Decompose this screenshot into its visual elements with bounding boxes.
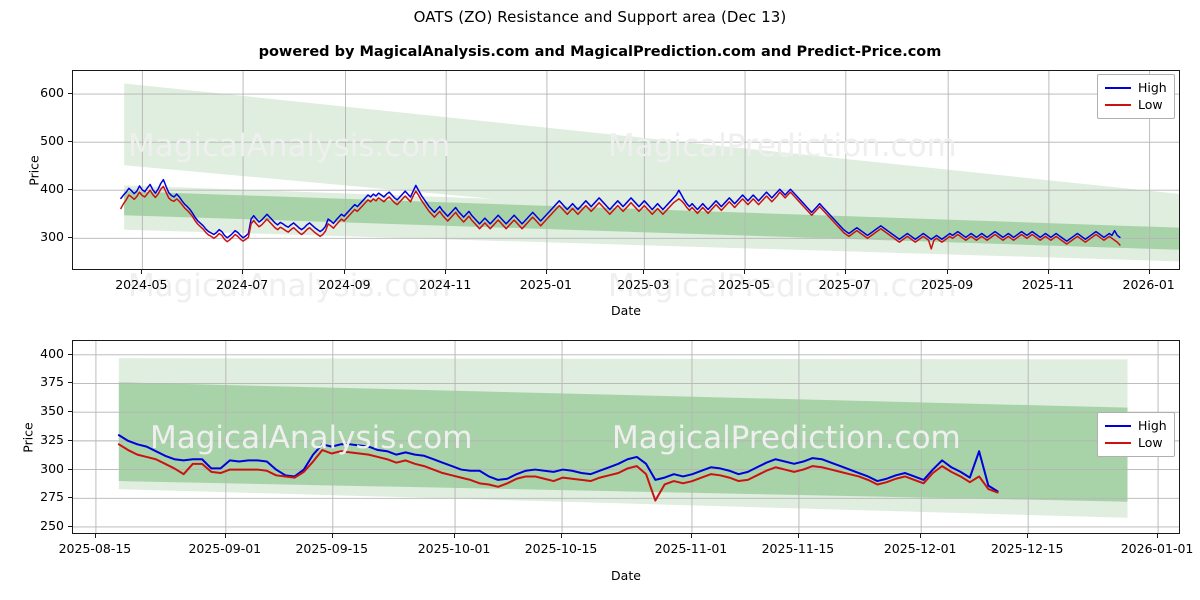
- x-tick-label: 2025-07: [818, 277, 871, 292]
- y-tick-label: 300: [40, 229, 64, 245]
- x-tick-mark: [331, 534, 333, 538]
- x-tick-label: 2025-08-15: [58, 541, 132, 556]
- x-tick-label: 2025-10-15: [524, 541, 598, 556]
- bottom-chart-svg: [73, 341, 1179, 533]
- x-tick-mark: [797, 534, 799, 538]
- gridlines: [73, 341, 1179, 533]
- gridlines: [73, 71, 1179, 269]
- support-band-inner: [124, 191, 1179, 250]
- y-tick-label: 300: [40, 460, 64, 476]
- x-tick-label: 2026-01-01: [1120, 541, 1194, 556]
- y-tick-mark: [68, 93, 72, 95]
- legend-label: High: [1138, 417, 1167, 433]
- x-tick-mark: [844, 270, 846, 274]
- x-tick-mark: [947, 270, 949, 274]
- x-tick-label: 2025-12-15: [990, 541, 1064, 556]
- y-tick-mark: [68, 468, 72, 470]
- y-tick-mark: [68, 353, 72, 355]
- x-tick-label: 2025-01: [519, 277, 573, 292]
- y-tick-mark: [68, 189, 72, 191]
- legend-item-high[interactable]: High: [1105, 79, 1167, 96]
- legend-label: Low: [1138, 96, 1163, 112]
- bottom-chart-x-axis-label: Date: [611, 568, 641, 583]
- x-tick-label: 2025-12-01: [883, 541, 957, 556]
- page-subtitle: powered by MagicalAnalysis.com and Magic…: [258, 44, 942, 60]
- legend-swatch-low-icon: [1105, 103, 1131, 106]
- x-tick-mark: [561, 534, 563, 538]
- legend-swatch-high-icon: [1105, 424, 1131, 427]
- x-tick-mark: [643, 270, 645, 274]
- page-title: OATS (ZO) Resistance and Support area (D…: [413, 8, 787, 26]
- legend-label: Low: [1138, 434, 1163, 450]
- y-tick-mark: [68, 382, 72, 384]
- y-tick-mark: [68, 525, 72, 527]
- bottom-chart-y-axis-label: Price: [20, 422, 36, 453]
- legend-item-low[interactable]: Low: [1105, 96, 1167, 113]
- legend-swatch-high-icon: [1105, 86, 1131, 89]
- y-tick-label: 325: [40, 431, 64, 447]
- y-tick-label: 275: [40, 489, 64, 505]
- x-tick-mark: [1027, 534, 1029, 538]
- legend-item-low[interactable]: Low: [1105, 434, 1167, 451]
- legend-item-high[interactable]: High: [1105, 417, 1167, 434]
- y-tick-mark: [68, 237, 72, 239]
- x-tick-mark: [242, 270, 244, 274]
- y-tick-mark: [68, 497, 72, 499]
- x-tick-mark: [445, 270, 447, 274]
- x-tick-label: 2024-11: [419, 277, 472, 292]
- x-tick-label: 2024-07: [215, 277, 269, 292]
- x-tick-label: 2025-11: [1021, 277, 1074, 292]
- top-chart-plot-area: [72, 70, 1180, 270]
- top-chart-legend: High Low: [1097, 74, 1175, 119]
- x-tick-label: 2025-11-15: [761, 541, 835, 556]
- y-tick-mark: [68, 411, 72, 413]
- legend-swatch-low-icon: [1105, 441, 1131, 444]
- x-tick-mark: [690, 534, 692, 538]
- y-tick-mark: [68, 141, 72, 143]
- top-chart-panel: [72, 70, 1180, 270]
- x-tick-mark: [545, 270, 547, 274]
- legend-label: High: [1138, 79, 1167, 95]
- x-tick-mark: [744, 270, 746, 274]
- x-tick-label: 2024-05: [115, 277, 168, 292]
- x-tick-label: 2025-10-01: [417, 541, 491, 556]
- x-tick-label: 2025-11-01: [654, 541, 728, 556]
- y-tick-label: 350: [40, 403, 64, 419]
- y-tick-label: 400: [40, 181, 64, 197]
- y-tick-label: 600: [40, 85, 64, 101]
- series-line-low: [117, 443, 999, 502]
- x-tick-label: 2025-09-15: [295, 541, 369, 556]
- top-chart-svg: [73, 71, 1179, 269]
- x-tick-mark: [224, 534, 226, 538]
- series-line-high: [120, 178, 1121, 242]
- x-tick-label: 2026-01: [1122, 277, 1175, 292]
- x-tick-label: 2025-09: [921, 277, 974, 292]
- x-tick-mark: [141, 270, 143, 274]
- y-tick-mark: [68, 439, 72, 441]
- x-tick-mark: [454, 534, 456, 538]
- x-tick-label: 2025-03: [617, 277, 670, 292]
- x-tick-label: 2025-09-01: [188, 541, 262, 556]
- top-chart-y-axis-label: Price: [26, 155, 42, 186]
- bottom-chart-plot-area: [72, 340, 1180, 534]
- bottom-chart-legend: High Low: [1097, 412, 1175, 457]
- x-tick-label: 2025-05: [717, 277, 771, 292]
- series-line-high: [117, 434, 999, 493]
- x-tick-mark: [1157, 534, 1159, 538]
- x-tick-mark: [1047, 270, 1049, 274]
- y-tick-label: 250: [40, 517, 64, 533]
- y-tick-label: 400: [40, 345, 64, 361]
- top-chart-x-axis-label: Date: [611, 303, 641, 318]
- x-tick-mark: [344, 270, 346, 274]
- y-tick-label: 375: [40, 374, 64, 390]
- series-line-low: [120, 185, 1121, 250]
- bottom-chart-panel: [72, 340, 1180, 534]
- x-tick-mark: [920, 534, 922, 538]
- x-tick-label: 2024-09: [318, 277, 371, 292]
- y-tick-label: 500: [40, 133, 64, 149]
- x-tick-mark: [1148, 270, 1150, 274]
- x-tick-mark: [94, 534, 96, 538]
